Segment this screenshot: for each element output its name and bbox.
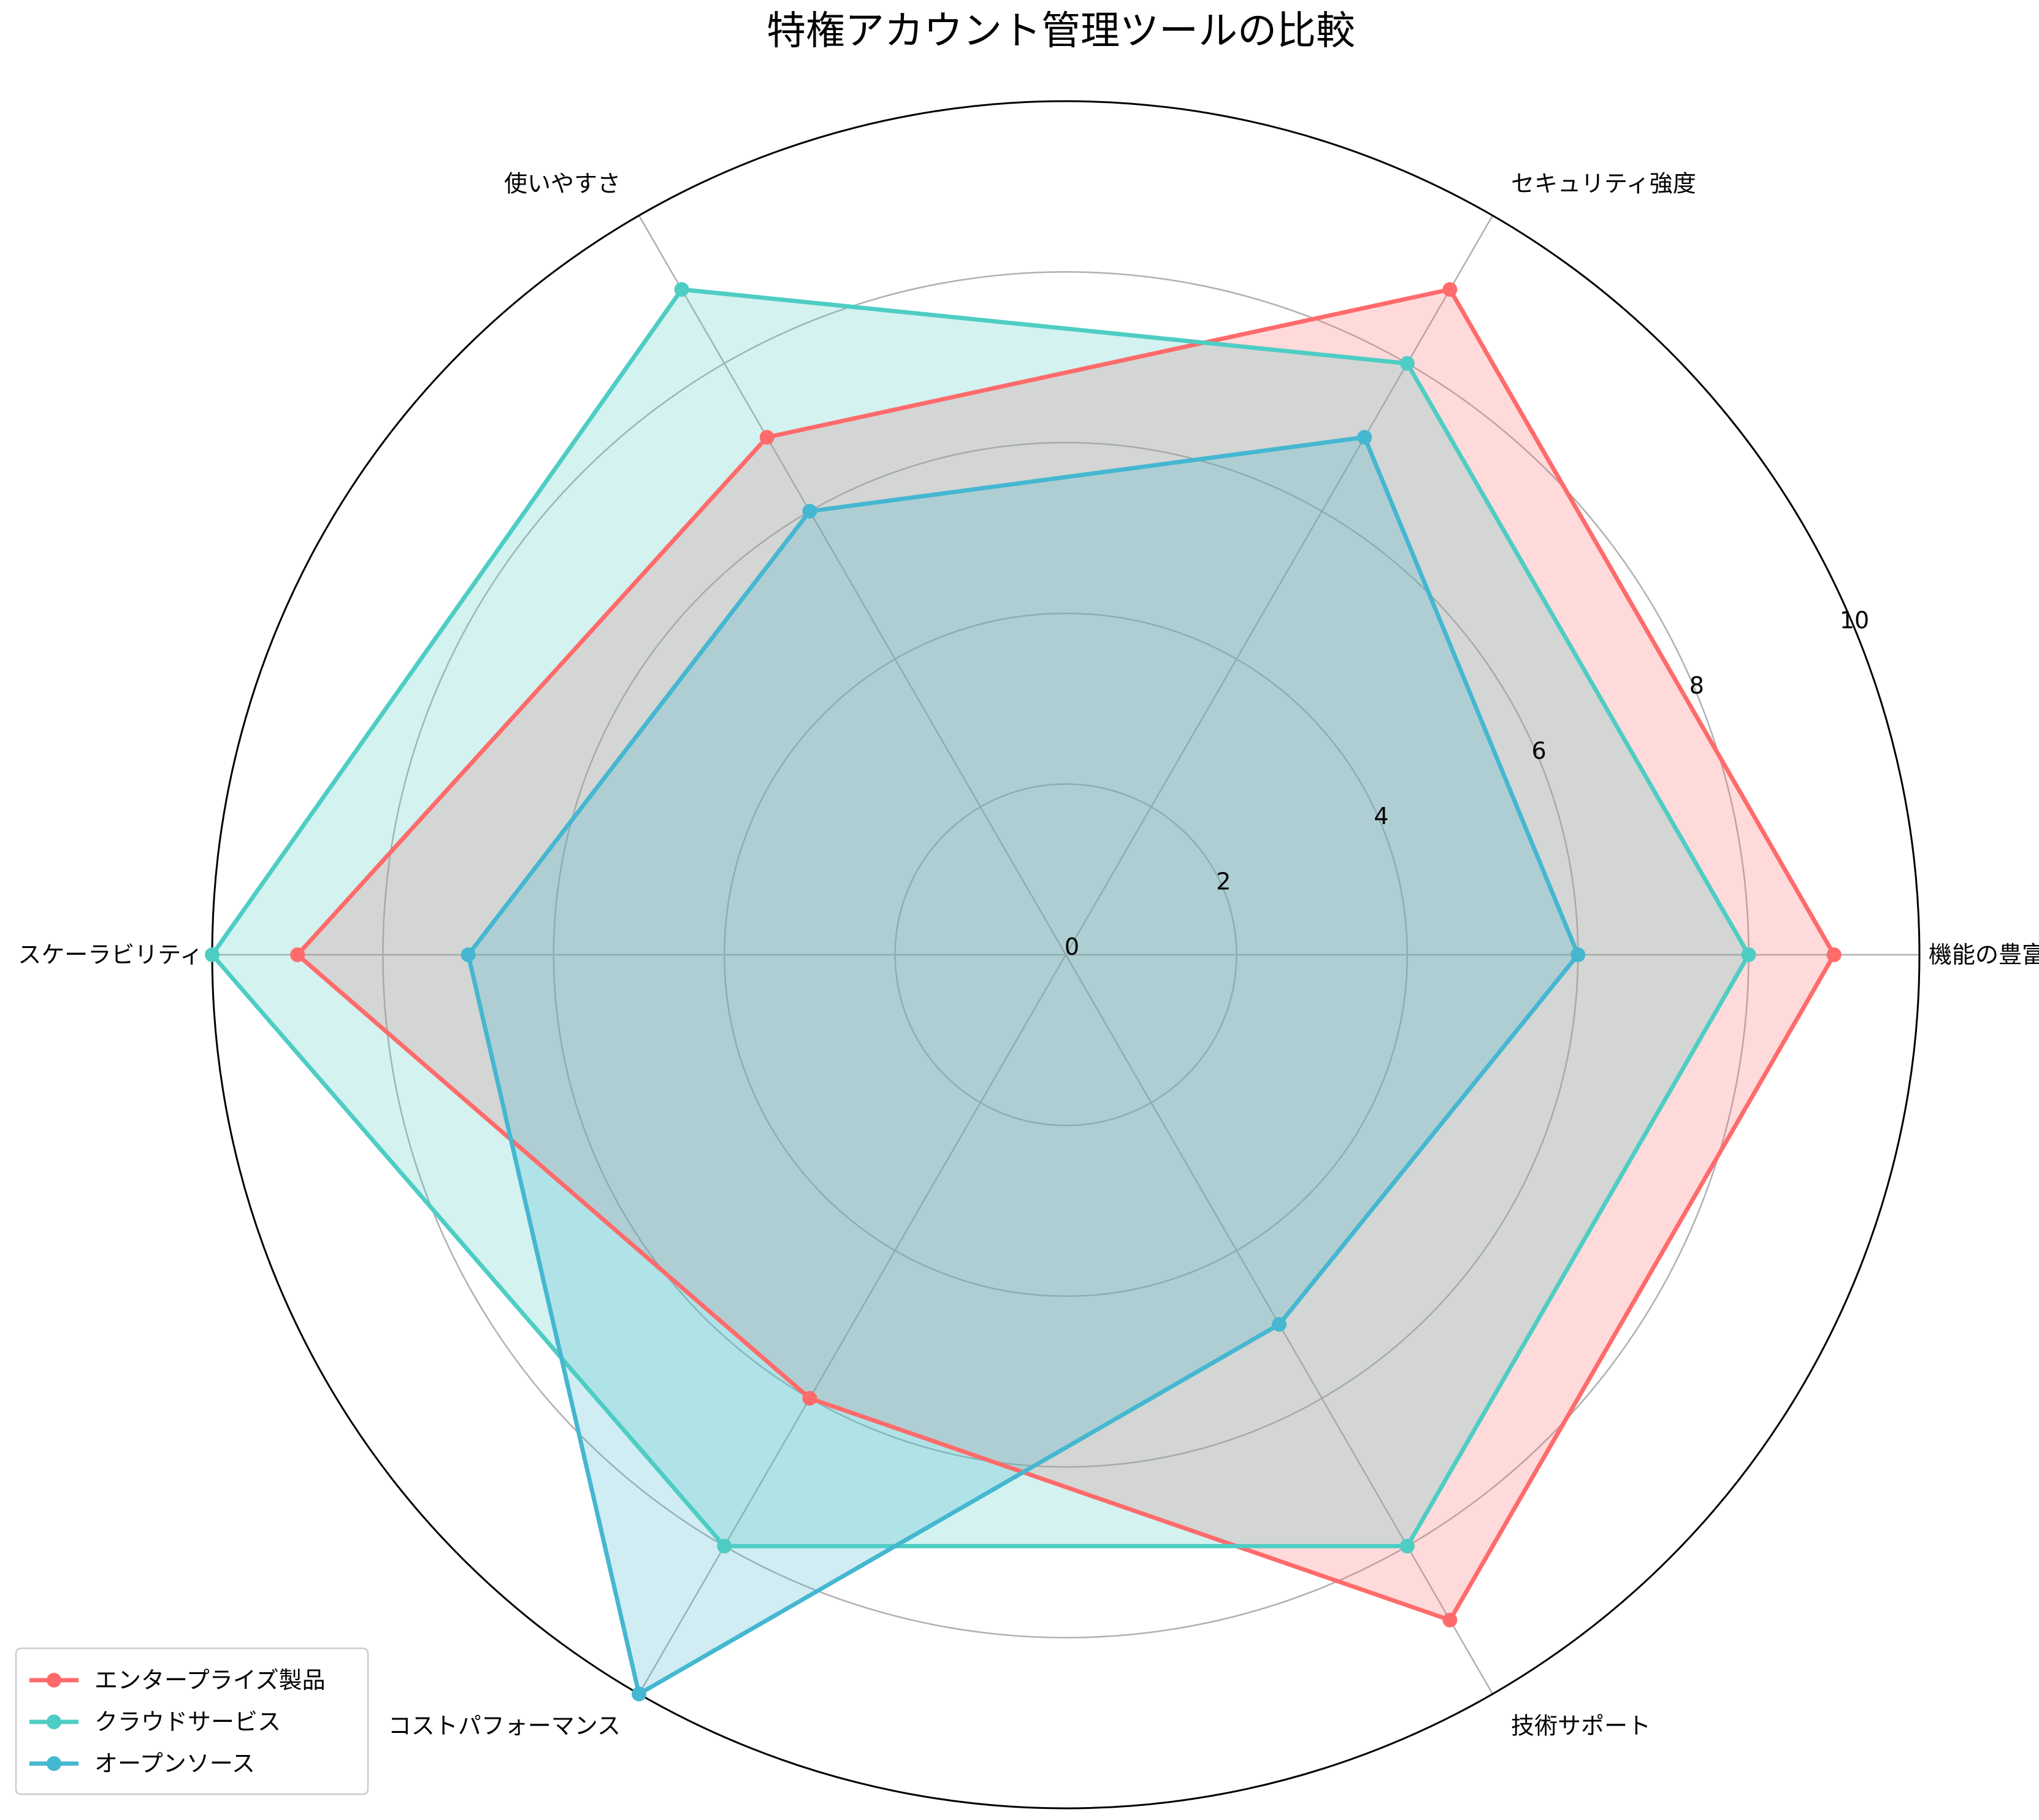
legend-marker-1: [47, 1673, 61, 1688]
data-point-2-3: [674, 282, 689, 297]
r-tick-label: 10: [1840, 606, 1869, 633]
data-point-2-5: [717, 1539, 732, 1554]
data-point-3-3: [802, 503, 817, 519]
axis-label-1: 機能の豊富さ: [1929, 941, 2039, 968]
axis-label-2: セキュリティ強度: [1511, 170, 1696, 197]
legend-marker-2: [47, 1715, 61, 1729]
r-tick-label: 8: [1689, 672, 1704, 699]
grid-spoke: [638, 954, 1067, 1695]
axis-label-3: 使いやすさ: [504, 170, 621, 197]
axis-label-4: スケーラビリティ: [18, 941, 203, 968]
data-point-1-4: [290, 947, 305, 962]
axis-label-5: コストパフォーマンス: [388, 1712, 621, 1739]
data-point-1-5: [802, 1391, 817, 1406]
series-fill-3: [468, 437, 1578, 1694]
r-tick-label: 0: [1065, 933, 1079, 960]
data-point-1-2: [1442, 282, 1458, 297]
r-tick-label: 4: [1374, 803, 1388, 830]
data-point-1-1: [1826, 947, 1842, 962]
data-point-1-6: [1442, 1612, 1458, 1627]
data-point-1-3: [759, 430, 775, 445]
legend-marker-3: [47, 1756, 61, 1771]
axis-label-6: 技術サポート: [1511, 1712, 1651, 1739]
legend-label-2: クラウドサービス: [94, 1708, 281, 1735]
r-tick-label: 6: [1532, 737, 1547, 764]
data-point-3-5: [632, 1686, 646, 1702]
legend-label-3: オープンソース: [94, 1750, 255, 1777]
data-point-2-2: [1399, 356, 1415, 371]
data-point-3-6: [1272, 1317, 1287, 1332]
data-point-3-1: [1570, 947, 1586, 962]
data-point-2-4: [205, 947, 220, 962]
grid-spoke: [638, 215, 1067, 955]
chart-title: 特権アカウント管理ツールの比較: [767, 9, 1355, 54]
data-point-2-6: [1399, 1539, 1415, 1554]
data-point-3-2: [1357, 430, 1372, 445]
data-point-2-1: [1741, 947, 1756, 962]
series-points: [205, 282, 1842, 1702]
series-fill-2: [212, 289, 1749, 1547]
grid-spoke: [1065, 215, 1494, 955]
legend-frame: [15, 1647, 369, 1795]
data-point-3-4: [461, 947, 476, 962]
legend-label-1: エンタープライズ製品: [94, 1667, 326, 1694]
r-tick-label: 2: [1216, 868, 1231, 895]
radial-ticks: 0 2 4 6 8 10: [1065, 606, 1869, 960]
series-fill-1: [297, 289, 1834, 1620]
series-fills: [212, 289, 1834, 1694]
